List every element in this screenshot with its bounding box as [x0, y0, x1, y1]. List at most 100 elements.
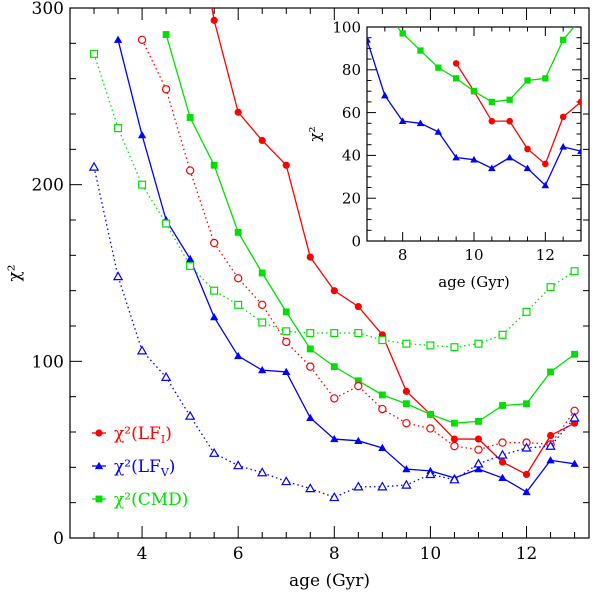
- main-series-2-point-5: [282, 308, 290, 316]
- inset-series-1-point-7: [488, 164, 496, 172]
- main-series-4-point-0: [88, 161, 100, 171]
- main-series-2-point-16: [547, 368, 554, 376]
- main-series-5-point-11: [354, 329, 363, 338]
- inset-series-2-point-6: [470, 88, 478, 95]
- main-y-tick-label: 200: [32, 176, 64, 196]
- inset-series-0-point-0: [452, 60, 460, 67]
- inset-frame: [366, 26, 582, 242]
- main-series-3-point-0: [137, 35, 147, 45]
- inset-series-2-point-4: [435, 64, 442, 71]
- main-series-0-point-2: [234, 108, 242, 116]
- main-series-1-point-8: [306, 413, 315, 421]
- main-series-2-point-3: [234, 228, 242, 236]
- main-series-3-point-3: [209, 238, 219, 248]
- main-series-2-point-10: [402, 400, 410, 408]
- main-series-0-point-6: [330, 287, 338, 295]
- inset-series-0-point-2: [488, 117, 496, 125]
- inset-series-2-point-9: [524, 77, 531, 84]
- main-series-2-point-8: [354, 377, 362, 385]
- inset-series-1-point-5: [452, 153, 460, 161]
- inset-series-0-point-5: [542, 160, 549, 168]
- main-x-tick-label: 12: [516, 544, 538, 564]
- main-series-2-point-0: [162, 31, 170, 38]
- main-series-1-point-1: [137, 131, 147, 139]
- legend-label-sub-1: V: [160, 466, 170, 479]
- main-series-1-point-18: [546, 456, 555, 464]
- main-series-1-point-7: [282, 367, 291, 376]
- main-series-3-point-11: [402, 418, 411, 428]
- main-series-4-point-18: [521, 442, 532, 452]
- main-series-0-point-7: [354, 302, 362, 311]
- main-series-0-point-13: [498, 458, 507, 466]
- inset-series-1-point-4: [434, 128, 443, 135]
- main-series-2-point-15: [523, 400, 530, 408]
- main-series-5-point-1: [114, 124, 123, 133]
- legend-label-0: χ²(LFI): [114, 424, 172, 446]
- main-y-axis-label: χ²: [5, 264, 25, 281]
- inset-series-1-point-0: [367, 36, 371, 43]
- legend-label-close-0: ): [165, 424, 172, 444]
- main-series-3-point-10: [378, 404, 387, 414]
- main-series-5-point-5: [210, 286, 219, 295]
- main-series-5-point-14: [426, 341, 435, 350]
- inset-series-1-point-9: [523, 164, 532, 172]
- inset-x-tick-label: 8: [398, 246, 408, 264]
- main-series-4-point-8: [281, 476, 292, 486]
- main-x-axis-label: age (Gyr): [289, 571, 370, 591]
- main-series-4-point-10: [329, 492, 340, 502]
- main-series-4-point-19: [545, 440, 556, 450]
- main-series-5-point-2: [138, 180, 147, 189]
- main-series-3-point-8: [330, 394, 339, 403]
- main-x-tick-label: 4: [137, 544, 148, 564]
- inset-series-2-point-5: [453, 75, 460, 82]
- main-series-5-point-7: [258, 318, 267, 327]
- main-series-5-point-10: [330, 329, 339, 338]
- main-series-0-point-15: [546, 431, 555, 440]
- inset-series-2-point-3: [417, 47, 424, 54]
- inset-series-2-point-2: [399, 30, 406, 37]
- main-series-4-point-15: [449, 474, 460, 484]
- main-series-2-point-9: [378, 391, 386, 399]
- legend-label-1: χ²(LFV): [114, 457, 175, 479]
- main-plot-area: [88, 8, 580, 502]
- inset-series-0-point-4: [524, 145, 531, 153]
- main-series-1-point-12: [402, 464, 411, 473]
- main-series-5-point-4: [186, 261, 195, 270]
- inset-series-2-point-8: [506, 96, 513, 103]
- main-series-1-point-16: [498, 473, 507, 482]
- main-series-3-point-5: [258, 300, 267, 309]
- main-x-tick-label: 10: [420, 544, 442, 564]
- main-series-2-point-12: [451, 419, 458, 427]
- main-y-tick-label: 0: [53, 529, 64, 549]
- inset-series-1-point-1: [381, 91, 389, 99]
- main-series-0-point-9: [402, 387, 410, 395]
- main-series-3-point-15: [498, 438, 507, 447]
- main-series-4-point-12: [377, 481, 388, 491]
- main-series-5-point-20: [570, 267, 579, 276]
- legend-label-2: χ²(CMD): [114, 490, 188, 510]
- main-series-2-point-17: [571, 350, 579, 358]
- main-series-0-point-4: [282, 161, 290, 169]
- main-series-2-point-6: [306, 345, 314, 353]
- main-series-5-point-3: [162, 219, 171, 228]
- main-series-4-point-20: [569, 412, 580, 422]
- main-series-2-point-2: [210, 161, 218, 169]
- legend-label-text-1: χ²(LF: [114, 457, 161, 477]
- inset-series-1-point-8: [505, 153, 514, 161]
- inset-x-tick-label: 10: [464, 246, 483, 264]
- inset-y-tick-label: 80: [342, 61, 361, 79]
- main-y-tick-label: 300: [32, 0, 64, 19]
- main-y-tick-label: 100: [32, 352, 64, 372]
- legend-label-sub-0: I: [161, 433, 165, 446]
- main-series-4-point-9: [305, 483, 316, 493]
- main-series-3-point-4: [233, 274, 243, 283]
- inset-series-line-0: [455, 63, 581, 166]
- main-series-5-point-6: [234, 300, 243, 309]
- inset-series-1-point-11: [559, 143, 567, 150]
- main-series-5-point-0: [90, 49, 99, 58]
- inset-series-0-point-7: [577, 98, 581, 106]
- inset-series-2-point-11: [560, 36, 567, 43]
- main-series-4-point-14: [425, 469, 436, 479]
- main-series-line-2: [165, 34, 575, 424]
- inset-series-1-point-6: [470, 155, 478, 163]
